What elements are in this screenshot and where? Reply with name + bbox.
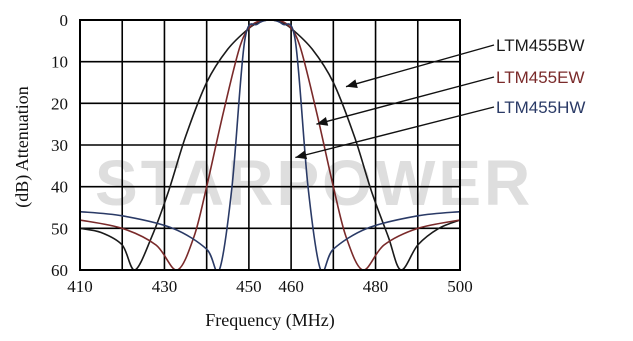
legend-arrow-line — [345, 44, 495, 88]
legend-label-ltm455hw: LTM455HW — [496, 98, 585, 117]
series-ltm455hw-line — [80, 20, 460, 270]
x-tick-label: 410 — [67, 277, 93, 296]
legend-label-ltm455ew: LTM455EW — [496, 68, 585, 87]
legend: LTM455BW LTM455EW LTM455HW — [295, 36, 585, 160]
x-tick-label: 480 — [363, 277, 389, 296]
x-tick-label: 430 — [152, 277, 178, 296]
legend-arrow-line — [316, 76, 495, 125]
legend-label-ltm455bw: LTM455BW — [496, 36, 585, 55]
y-tick-label: 0 — [60, 11, 69, 30]
legend-arrow-line — [295, 106, 495, 159]
y-tick-label: 20 — [51, 94, 68, 113]
series-ltm455bw-line — [80, 20, 460, 270]
y-tick-label: 50 — [51, 219, 68, 238]
x-tick-label: 450 — [236, 277, 262, 296]
legend-arrow-head — [295, 150, 308, 160]
x-tick-label: 460 — [278, 277, 304, 296]
y-tick-label: 60 — [51, 261, 68, 280]
y-tick-label: 30 — [51, 136, 68, 155]
watermark: STARPOWER — [95, 147, 533, 219]
legend-arrow-head — [346, 79, 358, 89]
x-axis-title: Frequency (MHz) — [205, 310, 334, 331]
y-tick-label: 40 — [51, 178, 68, 197]
x-tick-label: 500 — [447, 277, 473, 296]
y-axis-title: (dB) Attenuation — [12, 86, 33, 207]
legend-arrow-head — [316, 116, 329, 126]
plot-frame — [79, 19, 461, 271]
y-tick-label: 10 — [51, 53, 68, 72]
tick-labels: 410 430 450 460 480 500 0 10 20 30 40 50 60 — [51, 11, 473, 296]
